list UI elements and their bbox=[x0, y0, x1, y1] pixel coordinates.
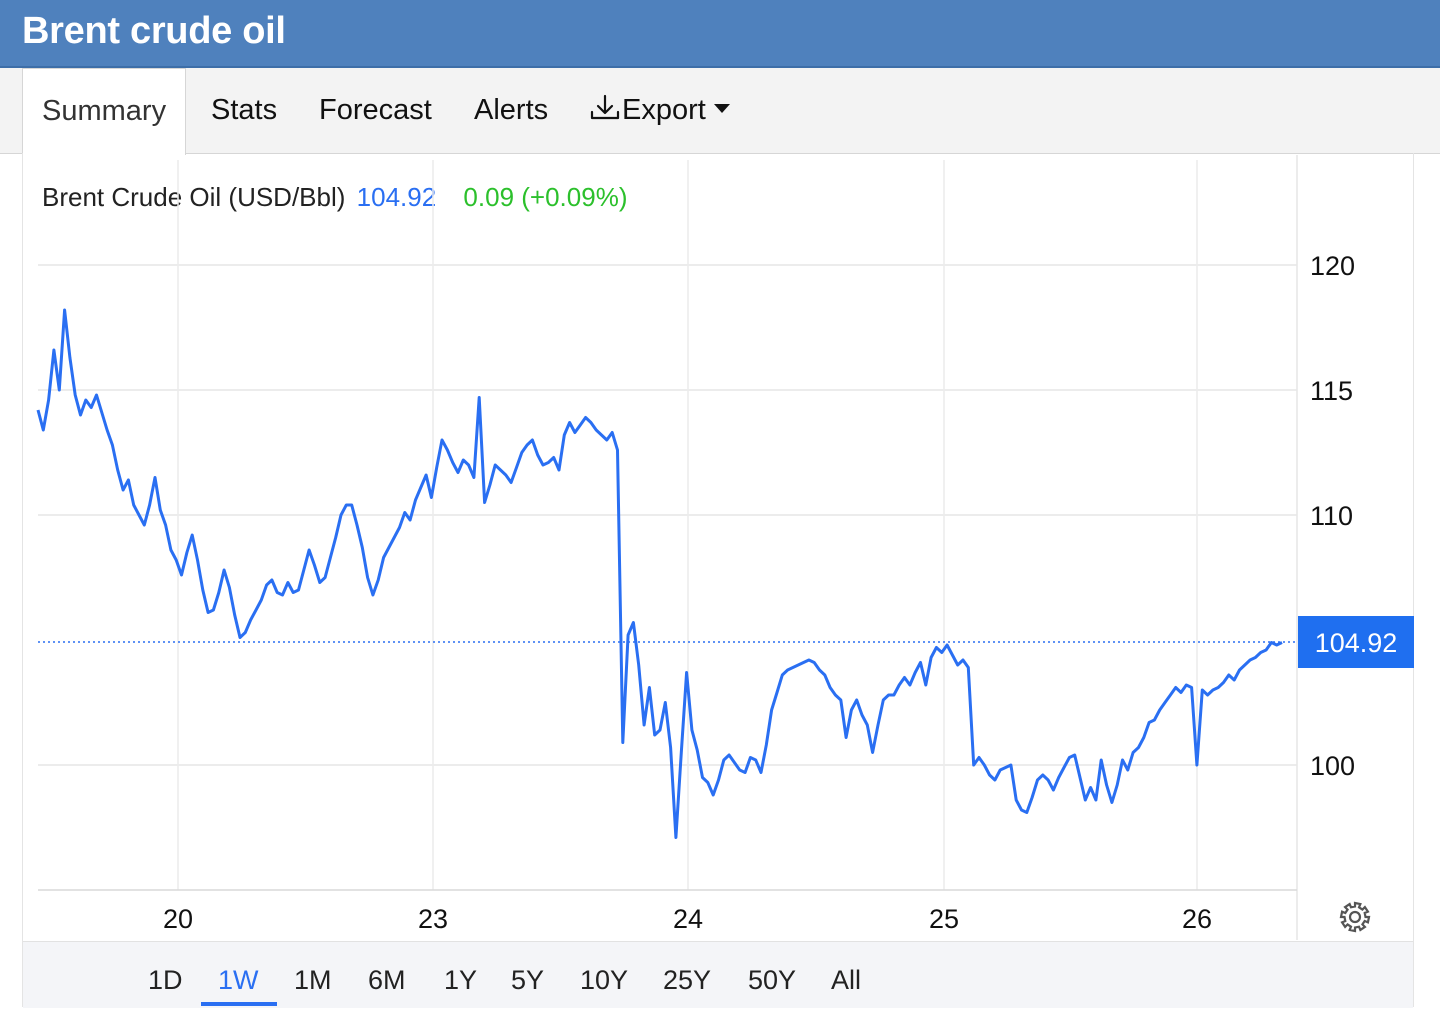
period-6m[interactable]: 6M bbox=[368, 965, 406, 995]
price-change: 0.09 (+0.09%) bbox=[463, 182, 628, 212]
x-tick-label: 25 bbox=[929, 904, 959, 934]
x-tick-label: 20 bbox=[163, 904, 193, 934]
export-label: Export bbox=[622, 94, 706, 126]
y-tick-label: 100 bbox=[1310, 751, 1355, 781]
title-bar: Brent crude oil bbox=[0, 0, 1440, 68]
download-icon bbox=[590, 94, 620, 120]
quote-header: Brent Crude Oil (USD/Bbl) 104.92 0.09 (+… bbox=[42, 182, 627, 213]
period-50y[interactable]: 50Y bbox=[748, 965, 797, 995]
period-1d[interactable]: 1D bbox=[148, 965, 183, 995]
current-price-marker bbox=[1298, 616, 1414, 668]
tab-summary[interactable]: Summary bbox=[22, 68, 187, 155]
period-10y[interactable]: 10Y bbox=[580, 965, 629, 995]
price-series-line[interactable] bbox=[36, 308, 1283, 839]
x-tick-label: 26 bbox=[1182, 904, 1212, 934]
period-5y[interactable]: 5Y bbox=[511, 965, 545, 995]
period-1m[interactable]: 1M bbox=[294, 965, 332, 995]
page-title: Brent crude oil bbox=[22, 10, 286, 52]
period-selector bbox=[23, 941, 1413, 1008]
x-tick-label: 24 bbox=[673, 904, 703, 934]
current-price-marker-label: 104.92 bbox=[1315, 628, 1398, 658]
y-tick-label: 110 bbox=[1310, 501, 1353, 531]
y-tick-label: 115 bbox=[1310, 376, 1353, 406]
x-tick-label: 23 bbox=[418, 904, 448, 934]
chevron-down-icon bbox=[713, 104, 730, 113]
current-price: 104.92 bbox=[356, 182, 437, 212]
instrument-label: Brent Crude Oil (USD/Bbl) bbox=[42, 182, 346, 212]
active-period-underline bbox=[201, 1002, 277, 1006]
gear-icon[interactable] bbox=[1338, 900, 1372, 934]
tab-alerts[interactable]: Alerts bbox=[474, 94, 549, 126]
period-1w[interactable]: 1W bbox=[218, 965, 259, 995]
period-25y[interactable]: 25Y bbox=[663, 965, 712, 995]
tab-stats[interactable]: Stats bbox=[211, 94, 278, 126]
period-all[interactable]: All bbox=[831, 965, 862, 995]
y-tick-label: 120 bbox=[1310, 251, 1355, 281]
tab-bar: Summary Stats Forecast Alerts Export bbox=[0, 68, 1440, 155]
period-1y[interactable]: 1Y bbox=[444, 965, 478, 995]
export-button[interactable]: Export bbox=[588, 68, 730, 153]
tab-forecast[interactable]: Forecast bbox=[319, 94, 432, 126]
